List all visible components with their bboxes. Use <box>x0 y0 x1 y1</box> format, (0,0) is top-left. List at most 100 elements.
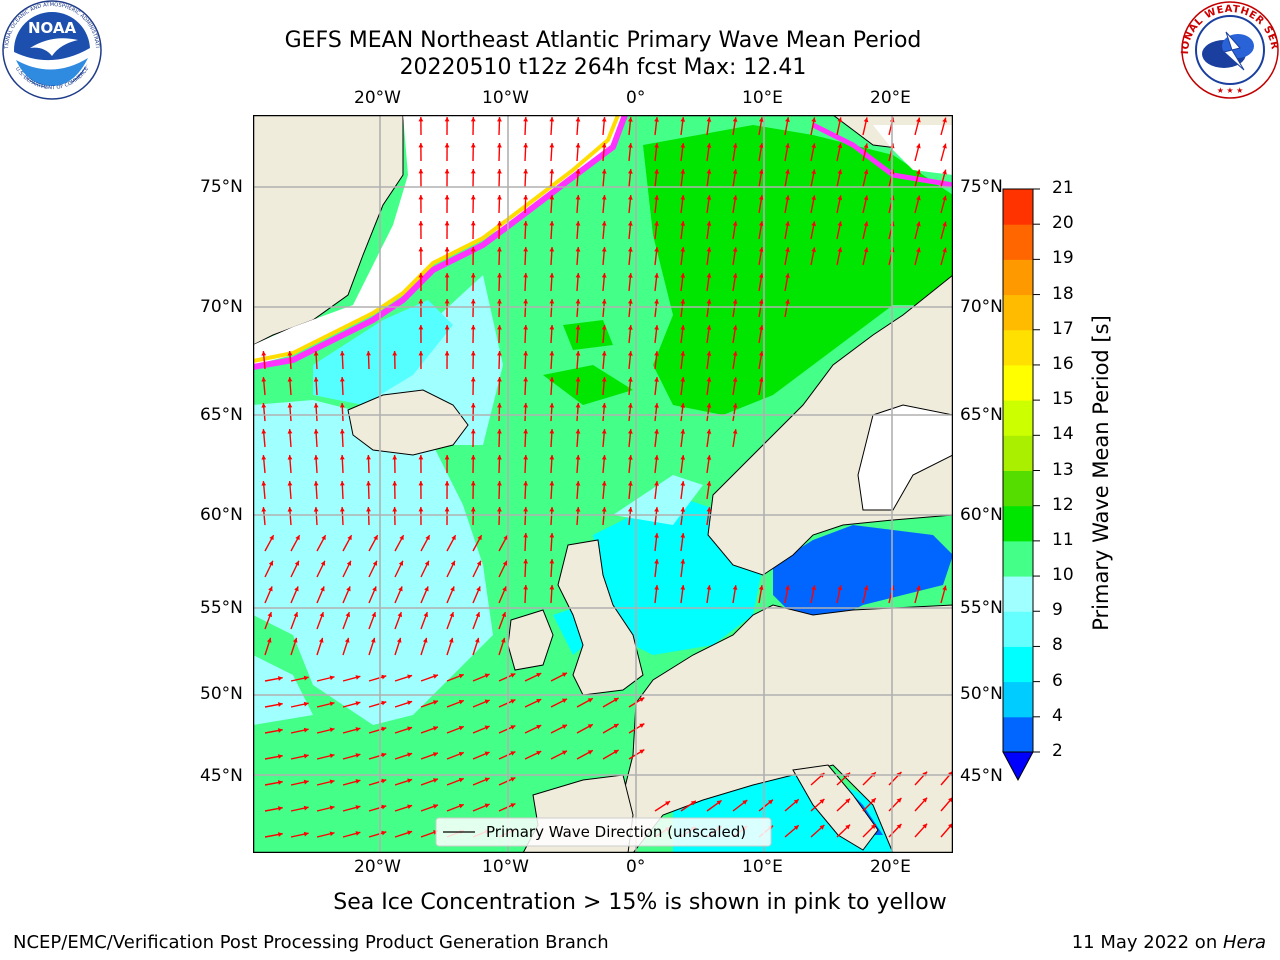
wave-arrow-head <box>261 429 267 434</box>
wave-arrow-head <box>916 195 921 201</box>
wave-arrow-head <box>293 612 299 618</box>
wave-arrow-head <box>523 403 529 408</box>
wave-arrow-head <box>785 117 790 123</box>
wave-arrow-head <box>287 403 293 408</box>
wave-arrow-head <box>742 800 748 805</box>
wave-arrow-head <box>303 779 309 785</box>
wave-arrow-head <box>523 299 529 304</box>
wave-arrow-head <box>916 117 921 123</box>
wave-arrow-head <box>444 221 450 226</box>
colorbar-tick-label: 4 <box>1052 705 1063 726</box>
wave-arrow-head <box>423 612 429 618</box>
wave-arrow-head <box>706 169 712 174</box>
wave-arrow-head <box>575 377 581 382</box>
wave-arrow-head <box>732 169 738 174</box>
wave-arrow-head <box>339 351 345 356</box>
lat-label-right: 45°N <box>960 766 1003 786</box>
wave-arrow-head <box>549 403 555 408</box>
wave-arrow-head <box>458 803 464 809</box>
wave-arrow-head <box>355 753 361 758</box>
colorbar-tick-label: 19 <box>1052 248 1074 269</box>
wave-arrow-head <box>444 325 450 330</box>
wave-arrow-head <box>627 351 633 356</box>
wave-arrow-head <box>785 195 790 201</box>
wave-arrow-head <box>601 143 607 148</box>
wave-arrow-head <box>627 429 633 434</box>
wave-arrow-head <box>458 699 464 705</box>
wave-arrow-head <box>497 273 502 278</box>
wave-arrow-head <box>680 429 686 434</box>
wave-arrow-head <box>732 299 738 304</box>
colorbar-tick-label: 8 <box>1052 635 1063 656</box>
wave-arrow-head <box>329 753 335 759</box>
gulf-of-bothnia <box>857 404 953 511</box>
wave-arrow-head <box>399 535 404 541</box>
wave-arrow-head <box>261 481 267 486</box>
wave-arrow-head <box>261 377 267 382</box>
wave-arrow-head <box>484 751 490 756</box>
wave-arrow-head <box>523 585 529 590</box>
wave-arrow-head <box>470 325 476 330</box>
wave-arrow-head <box>339 403 345 408</box>
wave-arrow-head <box>497 507 502 512</box>
ocean-6-8s-greenland <box>313 300 453 405</box>
sea-ice-edge <box>253 115 628 370</box>
wave-arrow-head <box>758 377 764 382</box>
wave-arrow-head <box>449 612 455 618</box>
lat-label-right: 50°N <box>960 684 1003 704</box>
wave-arrow-head <box>320 560 326 566</box>
wave-arrow-head <box>287 455 293 460</box>
wave-arrow-head <box>502 560 508 566</box>
wave-arrow-head <box>497 143 502 148</box>
wave-arrow-head <box>837 169 843 175</box>
wave-arrow-head <box>523 221 529 226</box>
ocean-11s-patch-a <box>543 365 633 405</box>
wave-arrow-head <box>268 560 274 566</box>
wave-arrow-head <box>601 507 607 512</box>
wave-arrow-head <box>706 377 712 382</box>
wave-arrow-head <box>418 247 424 252</box>
wave-arrow-head <box>497 169 502 174</box>
wave-arrow-head <box>549 143 555 148</box>
wave-arrow-head <box>549 117 555 122</box>
wave-arrow-head <box>444 481 450 486</box>
wave-arrow-head <box>549 507 555 512</box>
wave-arrow-head <box>313 481 319 486</box>
lon-label-top: 20°W <box>354 88 401 108</box>
wave-arrow-head <box>366 351 371 356</box>
colorbar-swatch <box>1003 294 1033 331</box>
wave-arrow-head <box>601 429 607 434</box>
map-frame <box>253 115 953 853</box>
wave-arrow-head <box>837 247 843 253</box>
wave-arrow-head <box>948 823 953 829</box>
wave-arrow-head <box>706 221 712 226</box>
land-iceland <box>347 389 469 456</box>
colorbar-swatch <box>1003 611 1033 647</box>
colorbar-under-triangle <box>1002 751 1034 782</box>
wave-period-map[interactable]: Primary Wave Direction (unscaled) <box>253 115 953 853</box>
wave-arrow-head <box>680 273 686 278</box>
wave-arrow-head <box>392 507 398 512</box>
wave-arrow-head <box>654 221 659 226</box>
wave-arrow-head <box>758 169 764 174</box>
wave-arrow-head <box>484 673 490 678</box>
wave-arrow-head <box>313 429 319 434</box>
wave-arrow-head <box>355 779 361 784</box>
wave-arrow-head <box>277 728 283 733</box>
lon-label-bottom: 20°W <box>354 857 401 877</box>
wave-arrow-head <box>575 143 581 148</box>
wave-arrow-head <box>536 724 542 730</box>
wave-arrow-head <box>303 675 309 681</box>
wave-arrow-head <box>418 117 424 122</box>
wave-arrow-head <box>407 700 413 706</box>
wave-arrow-head <box>942 247 947 253</box>
wave-arrow-head <box>381 778 387 784</box>
wave-arrow-head <box>277 806 283 811</box>
wave-arrow-head <box>287 481 293 486</box>
wave-arrow-head <box>523 195 529 200</box>
wave-arrow-head <box>418 299 424 304</box>
footer-date: 11 May 2022 on Hera <box>1072 932 1266 953</box>
wave-arrow-head <box>381 830 387 836</box>
wave-arrow-head <box>347 535 352 541</box>
wave-arrow-head <box>549 585 555 590</box>
